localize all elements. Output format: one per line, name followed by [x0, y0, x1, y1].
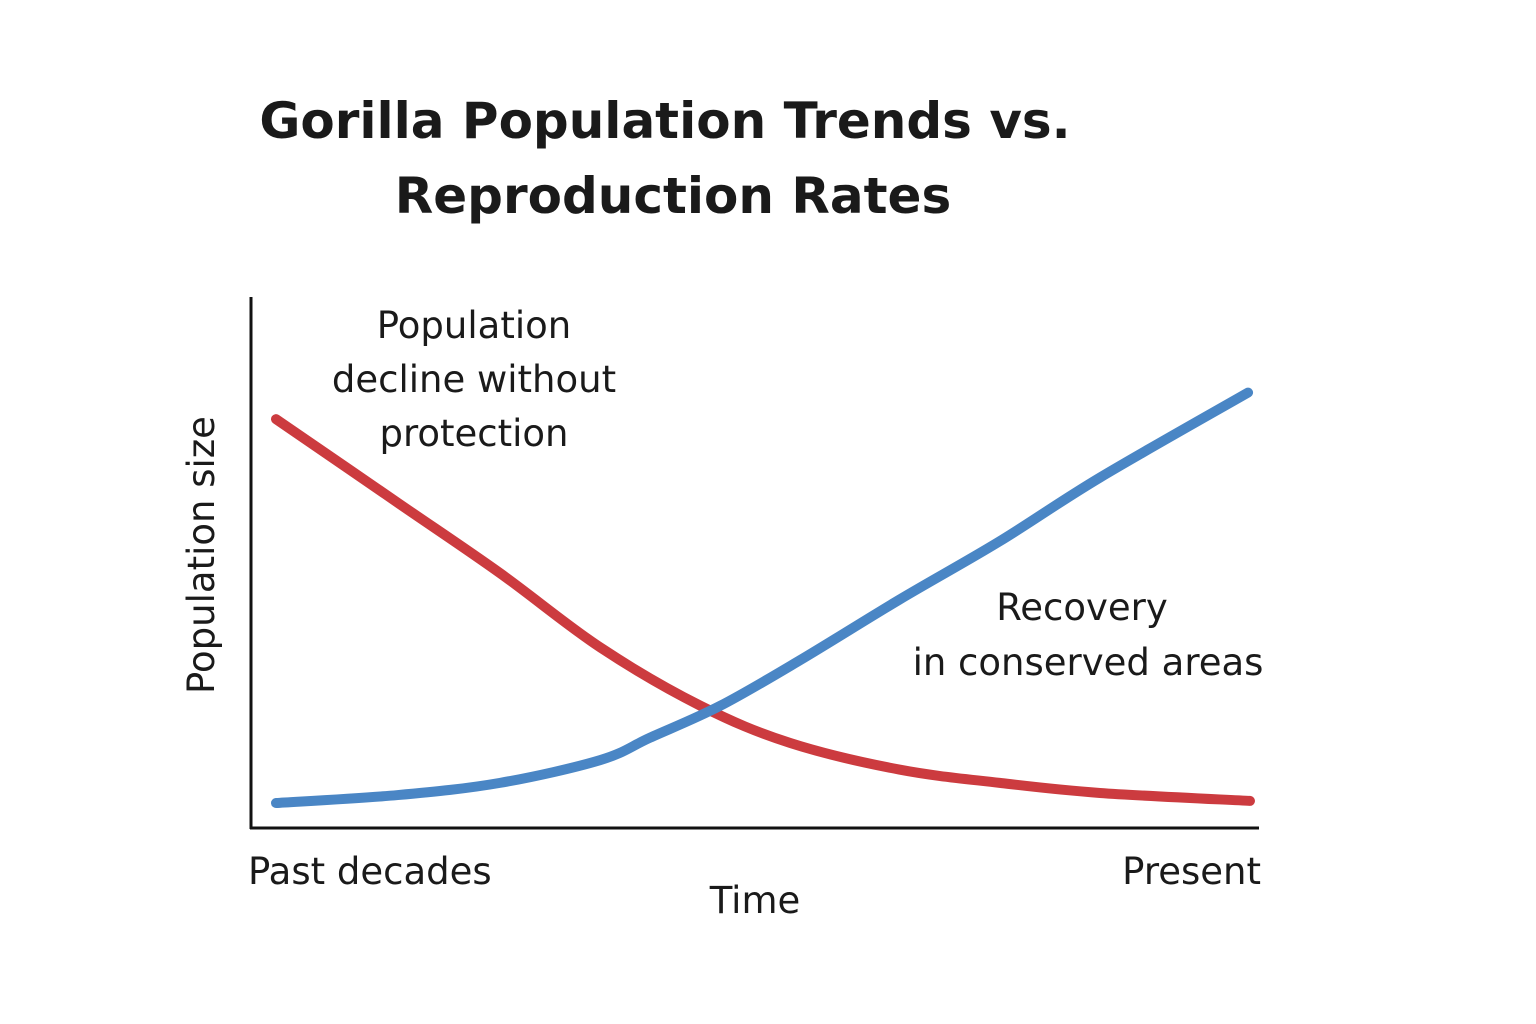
- chart-title-line-2: Reproduction Rates: [395, 167, 951, 225]
- annotation-decline-line-1: Population: [377, 304, 571, 347]
- annotation-recovery-line-2: in conserved areas: [913, 641, 1264, 684]
- chart-title-line-1: Gorilla Population Trends vs.: [259, 92, 1070, 150]
- series-line-recovery: [271, 387, 1254, 809]
- x-tick-label-past: Past decades: [248, 850, 492, 893]
- y-axis-label: Population size: [180, 416, 223, 694]
- annotation-decline-line-3: protection: [379, 412, 568, 455]
- x-axis-label: Time: [709, 879, 801, 922]
- annotation-recovery-line-1: Recovery: [996, 586, 1168, 629]
- x-tick-label-present: Present: [1122, 850, 1261, 893]
- series-line-decline: [271, 414, 1255, 806]
- annotation-decline-line-2: decline without: [332, 358, 616, 401]
